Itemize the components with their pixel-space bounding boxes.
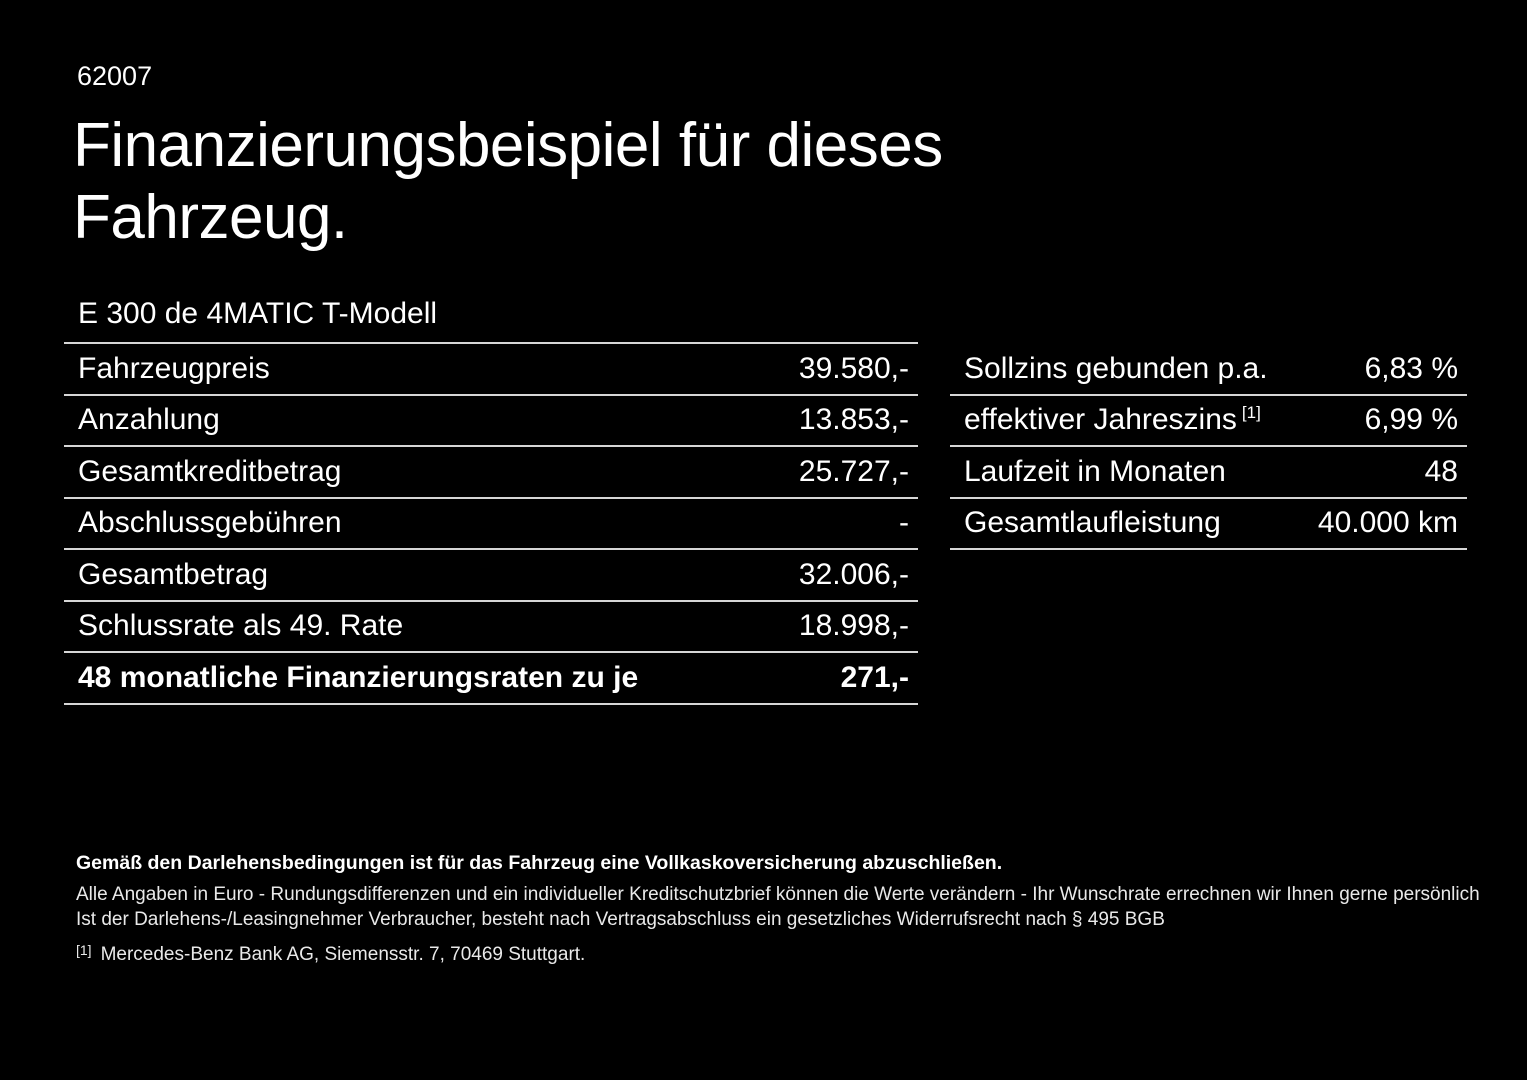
table-row: Abschlussgebühren - [64, 499, 918, 550]
table-row: Anzahlung 13.853,- [64, 396, 918, 447]
row-label: Abschlussgebühren [78, 506, 342, 540]
row-value: 32.006,- [798, 557, 909, 591]
table-row-monthly-rate: 48 monatliche Finanzierungsraten zu je 2… [64, 653, 918, 705]
row-label-text: effektiver Jahreszins [964, 403, 1237, 437]
table-row: Gesamtlaufleistung 40.000 km [950, 499, 1467, 550]
table-row: Gesamtkreditbetrag 25.727,- [64, 447, 918, 499]
disclaimer-line-widerruf: Ist der Darlehens-/Leasingnehmer Verbrau… [76, 909, 1165, 930]
table-row: Fahrzeugpreis 39.580,- [64, 344, 918, 396]
table-row: Sollzins gebunden p.a. 6,83 % [950, 344, 1467, 396]
insurance-requirement-note: Gemäß den Darlehensbedingungen ist für d… [76, 852, 1003, 874]
legal-footer: Gemäß den Darlehensbedingungen ist für d… [76, 851, 1480, 968]
disclaimer-line-euro: Alle Angaben in Euro - Rundungsdifferenz… [76, 884, 1480, 905]
row-label: Gesamtlaufleistung [964, 506, 1221, 540]
disclaimer-notes: Alle Angaben in Euro - Rundungsdifferenz… [76, 882, 1480, 932]
table-row: Schlussrate als 49. Rate 18.998,- [64, 602, 918, 653]
row-value: 13.853,- [798, 403, 909, 437]
row-label: 48 monatliche Finanzierungsraten zu je [78, 660, 639, 694]
row-label: Gesamtkreditbetrag [78, 454, 342, 488]
document-number: 62007 [77, 61, 153, 91]
row-label: Gesamtbetrag [78, 557, 269, 591]
footnote-reference: [1] [1241, 403, 1261, 423]
table-row: Laufzeit in Monaten 48 [950, 447, 1467, 499]
financing-table-left: Fahrzeugpreis 39.580,- Anzahlung 13.853,… [64, 342, 918, 705]
row-value: 6,83 % [1364, 351, 1458, 385]
row-label: Sollzins gebunden p.a. [964, 351, 1268, 385]
financing-table-right: Sollzins gebunden p.a. 6,83 % effektiver… [950, 342, 1467, 550]
row-value: 39.580,- [798, 351, 909, 385]
page-title-line1: Finanzierungsbeispiel für dieses [73, 111, 943, 180]
row-value: 6,99 % [1364, 403, 1458, 437]
row-label: Anzahlung [78, 403, 220, 437]
footnote-bank: [1] Mercedes-Benz Bank AG, Siemensstr. 7,… [76, 942, 1476, 968]
row-label: Fahrzeugpreis [78, 351, 270, 385]
footnote-text: Mercedes-Benz Bank AG, Siemensstr. 7, 70… [100, 944, 586, 965]
row-value: 25.727,- [798, 454, 909, 488]
page-title: Finanzierungsbeispiel für dieses Fahrzeu… [73, 110, 943, 254]
row-value: 48 [1424, 454, 1458, 488]
page-title-line2: Fahrzeug. [73, 183, 348, 252]
row-label: Schlussrate als 49. Rate [78, 609, 404, 643]
footnote-marker: [1] [76, 942, 92, 958]
row-value: 271,- [840, 660, 909, 694]
row-value: 40.000 km [1317, 506, 1458, 540]
vehicle-model: E 300 de 4MATIC T-Modell [78, 297, 438, 330]
table-row: Gesamtbetrag 32.006,- [64, 550, 918, 602]
row-label: effektiver Jahreszins [1] [964, 403, 1261, 437]
table-row: effektiver Jahreszins [1] 6,99 % [950, 396, 1467, 447]
row-label: Laufzeit in Monaten [964, 454, 1226, 488]
row-value: - [899, 506, 909, 540]
row-value: 18.998,- [798, 609, 909, 643]
